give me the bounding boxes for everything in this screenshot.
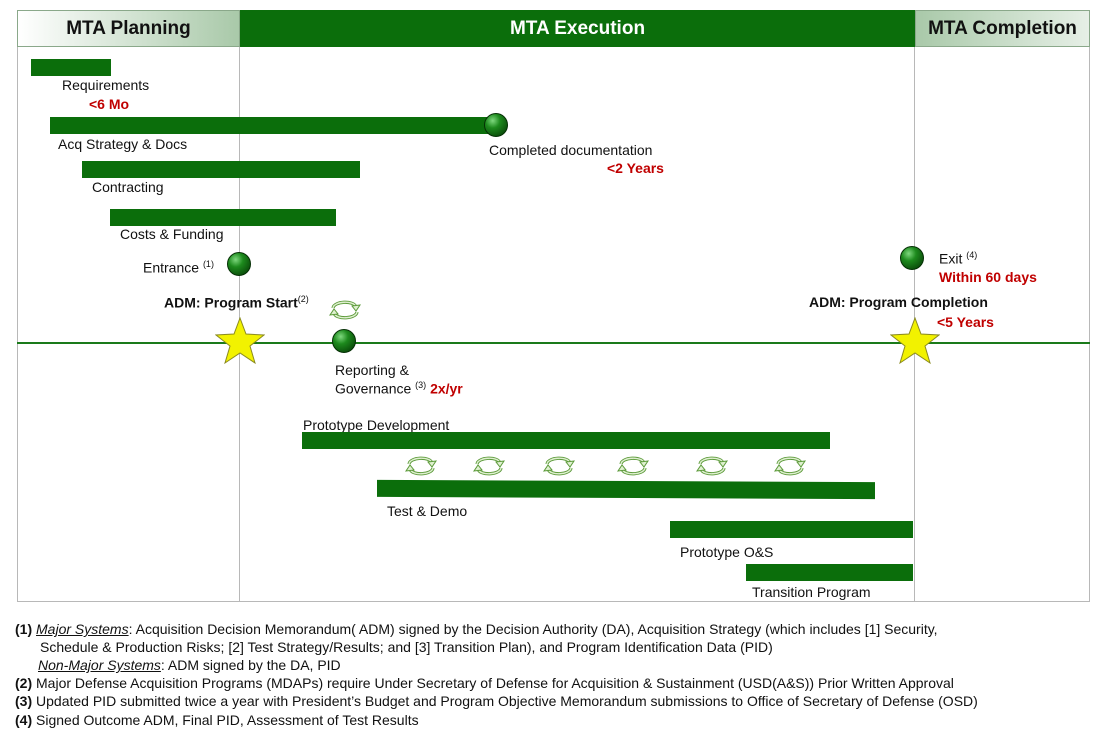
label-prototype-development: Prototype Development	[303, 417, 450, 433]
duration-completed-docs: <2 Years	[607, 160, 664, 176]
green-sphere-icon	[332, 329, 356, 353]
bar-costs-funding	[110, 209, 336, 226]
reporting-footnote-ref: (3)	[415, 380, 427, 390]
label-reporting-governance: Governance (3) 2x/yr	[335, 380, 463, 397]
label-adm-program-completion: ADM: Program Completion	[809, 294, 988, 310]
footnote-3-number: (3)	[15, 693, 33, 709]
label-adm-start-text: ADM: Program Start	[164, 294, 298, 311]
label-reporting-line1: Reporting &	[335, 362, 409, 378]
label-completed-docs: Completed documentation	[489, 142, 653, 158]
label-exit-text: Exit	[939, 250, 963, 267]
label-transition-program: Transition Program	[752, 584, 871, 600]
duration-exit: Within 60 days	[939, 269, 1037, 285]
entrance-footnote-ref: (1)	[202, 259, 214, 269]
cycle-arrows-icon	[541, 454, 577, 478]
cycle-arrows-icon	[403, 454, 439, 478]
duration-requirements: <6 Mo	[89, 96, 130, 112]
footnote-1-nonmajor-label: Non-Major Systems	[38, 657, 161, 673]
phase-header-completion: MTA Completion	[915, 10, 1090, 47]
bar-prototype-development	[302, 432, 830, 449]
label-entrance: Entrance (1)	[143, 259, 214, 276]
label-contracting: Contracting	[92, 179, 164, 195]
footnote-1-major-text: : Acquisition Decision Memorandum( ADM) …	[128, 621, 938, 637]
footnote-1-continuation: Schedule & Production Risks; [2] Test St…	[40, 639, 773, 655]
cycle-arrows-icon	[772, 454, 808, 478]
adm-start-footnote-ref: (2)	[297, 294, 309, 304]
footnote-4-number: (4)	[15, 712, 33, 728]
phase-header-execution: MTA Execution	[240, 10, 915, 47]
green-sphere-icon	[900, 246, 924, 270]
footnote-1: (1) Major Systems: Acquisition Decision …	[15, 620, 938, 638]
footnote-3-text: Updated PID submitted twice a year with …	[36, 693, 978, 709]
label-adm-program-start: ADM: Program Start(2)	[164, 294, 309, 311]
bar-transition-program	[746, 564, 913, 581]
yellow-star-icon	[890, 317, 940, 365]
footnote-1-nonmajor-text: : ADM signed by the DA, PID	[160, 657, 341, 673]
label-test-demo: Test & Demo	[387, 503, 468, 519]
yellow-star-icon	[215, 317, 265, 365]
footnote-3: (3) Updated PID submitted twice a year w…	[15, 692, 978, 710]
footnote-4-text: Signed Outcome ADM, Final PID, Assessmen…	[36, 712, 419, 728]
duration-adm-completion: <5 Years	[937, 314, 994, 330]
bar-prototype-os	[670, 521, 913, 538]
label-costs-funding: Costs & Funding	[120, 226, 224, 242]
reporting-frequency: 2x/yr	[430, 380, 463, 397]
footnote-2: (2) Major Defense Acquisition Programs (…	[15, 674, 954, 692]
bar-acq-strategy	[50, 117, 490, 134]
footnote-1-major-label: Major Systems	[36, 621, 129, 637]
label-requirements: Requirements	[62, 77, 150, 93]
footnote-4: (4) Signed Outcome ADM, Final PID, Asses…	[15, 711, 419, 729]
footnote-2-number: (2)	[15, 675, 33, 691]
bar-contracting	[82, 161, 360, 178]
label-exit: Exit (4)	[939, 250, 977, 267]
cycle-arrows-icon	[694, 454, 730, 478]
diagram-panel	[17, 47, 1090, 602]
footnote-2-text: Major Defense Acquisition Programs (MDAP…	[36, 675, 954, 691]
label-entrance-text: Entrance	[143, 259, 200, 276]
green-sphere-icon	[484, 113, 508, 137]
footnote-1-nonmajor: Non-Major Systems: ADM signed by the DA,…	[38, 656, 341, 674]
timeline-axis	[17, 342, 1090, 344]
bar-requirements	[31, 59, 111, 76]
exit-footnote-ref: (4)	[966, 250, 978, 260]
bar-test-demo	[377, 479, 875, 500]
green-sphere-icon	[227, 252, 251, 276]
phase-header-planning: MTA Planning	[17, 10, 240, 47]
cycle-arrows-icon	[615, 454, 651, 478]
cycle-arrows-icon	[327, 298, 363, 322]
label-governance-text: Governance	[335, 380, 412, 397]
footnote-1-number: (1)	[15, 621, 33, 637]
label-acq-strategy: Acq Strategy & Docs	[58, 136, 188, 152]
cycle-arrows-icon	[471, 454, 507, 478]
label-prototype-os: Prototype O&S	[680, 544, 774, 560]
